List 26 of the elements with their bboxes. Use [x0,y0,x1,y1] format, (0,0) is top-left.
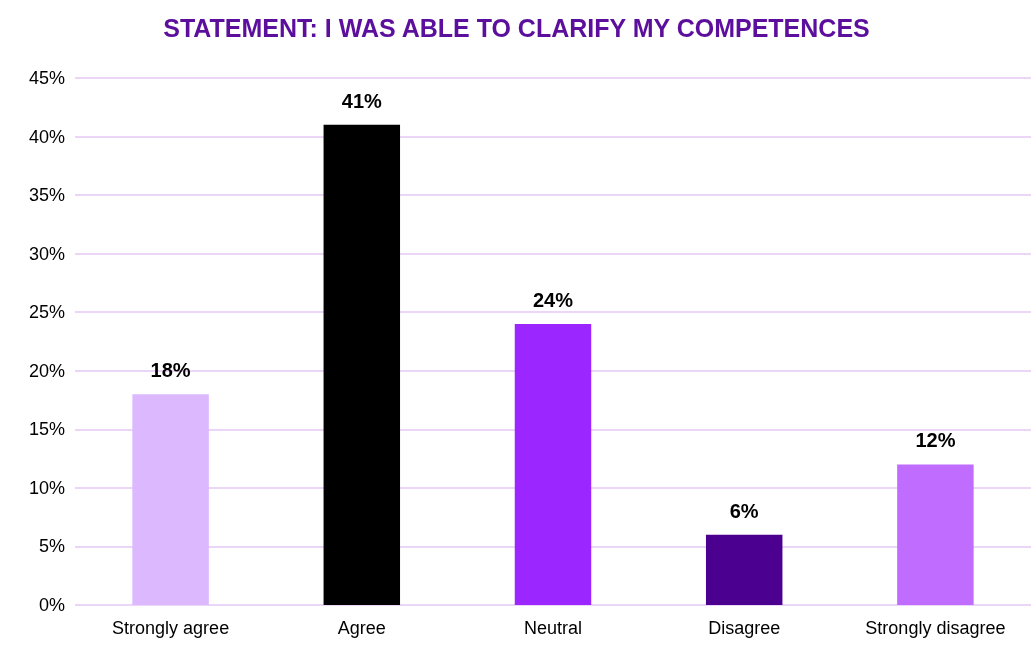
x-tick-label: Strongly agree [112,618,230,638]
x-tick-label: Neutral [523,618,583,638]
bar [514,323,592,605]
x-tick-label: Strongly disagree [865,618,1006,638]
y-tick-label: 20% [28,360,65,381]
y-tick-label: 35% [28,185,65,206]
y-tick-label: 5% [38,536,65,557]
data-label: 24% [532,288,574,311]
bar [323,124,401,605]
bar [705,534,783,605]
data-label: 6% [729,499,759,522]
y-tick-label: 10% [28,477,65,498]
y-tick-label: 15% [28,419,65,440]
data-label: 41% [341,89,383,112]
data-label: 18% [150,359,191,382]
chart-title: STATEMENT: I WAS ABLE TO CLARIFY MY COMPETENCES [163,13,870,42]
bar [132,394,209,605]
y-tick-label: 25% [28,302,65,323]
y-tick-label: 0% [38,595,65,615]
x-tick-label: Disagree [708,618,781,638]
data-label: 12% [915,429,956,452]
y-tick-label: 30% [28,243,65,264]
bar [897,464,974,605]
x-tick-label: Agree [337,618,386,638]
y-tick-label: 40% [28,126,65,147]
y-tick-label: 45% [28,68,65,88]
